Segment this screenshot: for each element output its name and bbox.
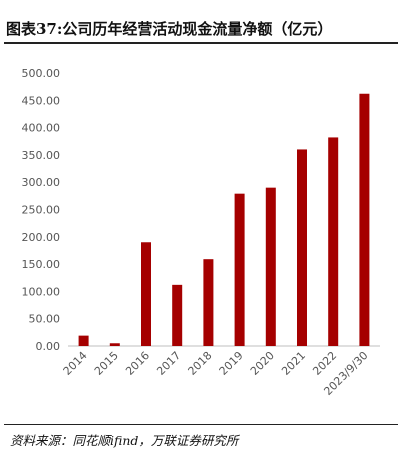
chart-title: 图表37:公司历年经营活动现金流量净额（亿元） [6, 20, 333, 38]
bar-chart: 0.00 50.00 100.00 150.00 200.00 250.00 300.00 3… [22, 67, 380, 398]
y-tick-label: 300.00 [22, 176, 61, 189]
x-tick-label: 2014 [61, 349, 90, 378]
y-tick-label: 400.00 [22, 122, 61, 135]
y-tick-label: 250.00 [22, 204, 61, 217]
bar-2019 [234, 193, 245, 346]
y-tick-label: 450.00 [22, 94, 61, 107]
bars [78, 93, 370, 346]
footer-divider [4, 424, 398, 425]
bar-2015 [109, 343, 120, 346]
x-tick-label: 2022 [310, 349, 339, 378]
x-tick-label: 2020 [248, 349, 277, 378]
y-tick-label: 0.00 [36, 340, 61, 353]
x-tick-label: 2019 [217, 349, 246, 378]
x-tick-label: 2016 [123, 349, 152, 378]
x-tick-label: 2018 [186, 349, 215, 378]
source-note: 资料来源：同花顺ifind，万联证券研究所 [10, 433, 239, 448]
bar-2022 [328, 137, 339, 346]
y-tick-label: 50.00 [29, 313, 61, 326]
x-tick-label: 2015 [92, 349, 121, 378]
bar-2021 [297, 149, 307, 346]
bar-2016 [141, 242, 151, 346]
y-tick-label: 500.00 [22, 67, 61, 80]
y-tick-label: 150.00 [22, 258, 61, 271]
x-tick-label: 2017 [154, 349, 183, 378]
bar-2023/9/30 [359, 93, 370, 346]
bar-2017 [172, 284, 183, 346]
x-tick-label: 2021 [279, 349, 308, 378]
x-axis-ticks: 2014 2015 2016 2017 2018 2019 2020 2021 20222023… [61, 349, 371, 398]
bar-2020 [265, 187, 276, 346]
bar-2018 [203, 259, 214, 346]
title-divider [4, 42, 398, 44]
y-tick-label: 200.00 [22, 231, 61, 244]
bar-2014 [78, 335, 89, 346]
y-axis-ticks: 0.00 50.00 100.00 150.00 200.00 250.00 300.00 3… [22, 67, 61, 353]
y-tick-label: 350.00 [22, 149, 61, 162]
y-tick-label: 100.00 [22, 285, 61, 298]
